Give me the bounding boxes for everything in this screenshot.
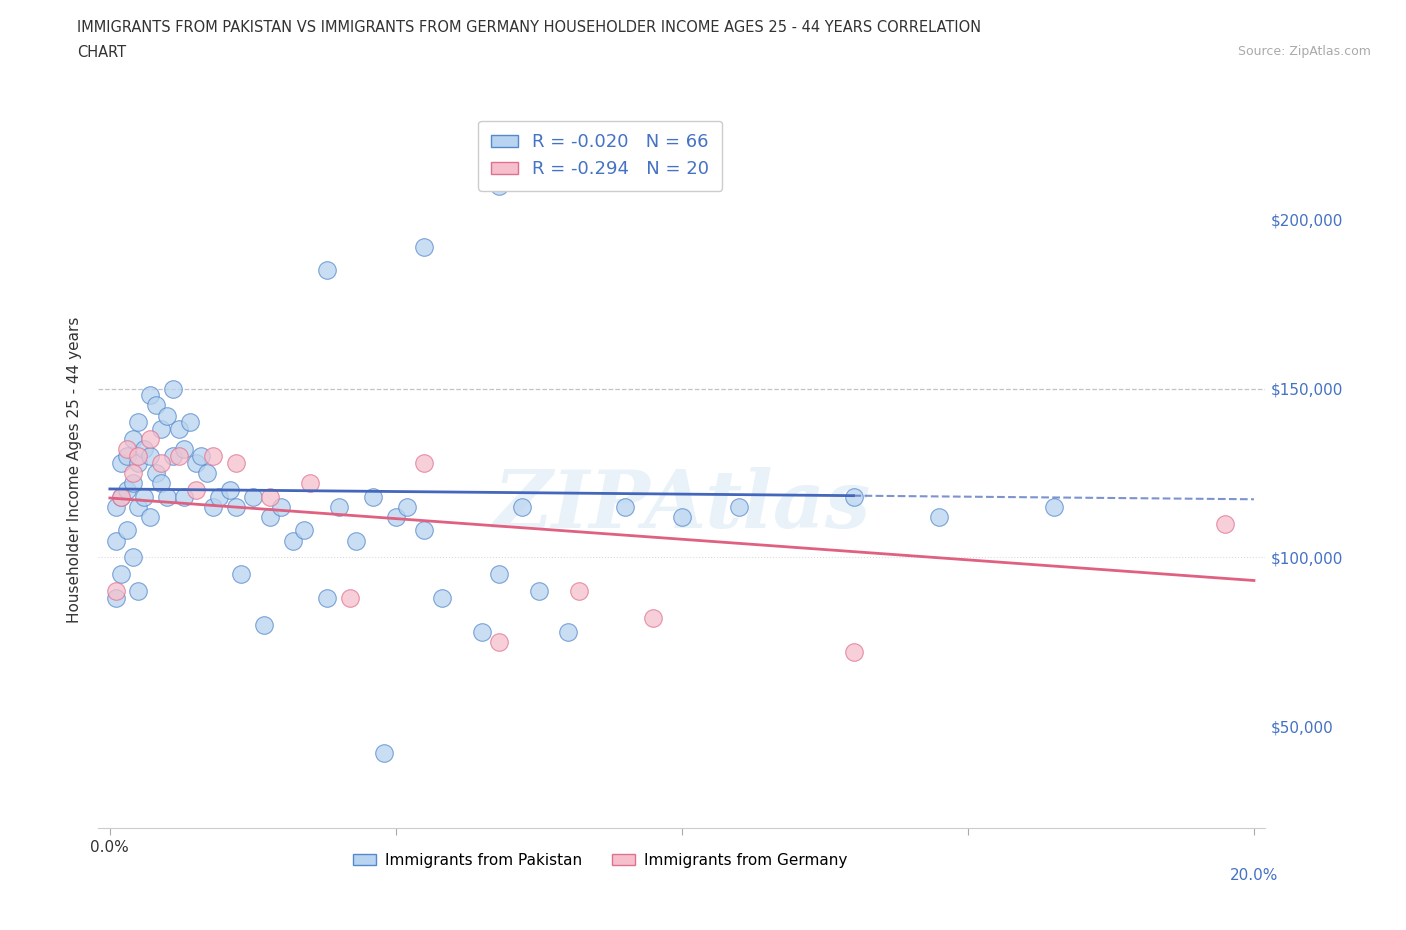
Point: [225, 456, 247, 471]
Point: [219, 483, 242, 498]
Point: [413, 456, 436, 471]
Text: ZIPAtlas: ZIPAtlas: [494, 467, 870, 544]
Point: [396, 499, 419, 514]
Point: [167, 421, 190, 436]
Point: [328, 499, 350, 514]
Point: [134, 442, 156, 457]
Point: [201, 448, 224, 463]
Point: [121, 466, 143, 481]
Point: [259, 510, 281, 525]
Point: [842, 489, 865, 504]
Point: [842, 644, 865, 659]
Point: [127, 415, 149, 430]
Point: [184, 456, 207, 471]
Point: [253, 618, 276, 632]
Point: [127, 499, 149, 514]
Point: [292, 523, 315, 538]
Point: [928, 510, 950, 525]
Point: [385, 510, 408, 525]
Point: [568, 584, 591, 599]
Point: [361, 489, 384, 504]
Point: [184, 483, 207, 498]
Point: [162, 381, 184, 396]
Point: [316, 263, 339, 278]
Point: [110, 489, 132, 504]
Point: [190, 448, 212, 463]
Point: [134, 489, 156, 504]
Point: [104, 499, 127, 514]
Point: [281, 533, 304, 548]
Point: [299, 476, 322, 491]
Point: [259, 489, 281, 504]
Point: [150, 456, 173, 471]
Text: IMMIGRANTS FROM PAKISTAN VS IMMIGRANTS FROM GERMANY HOUSEHOLDER INCOME AGES 25 -: IMMIGRANTS FROM PAKISTAN VS IMMIGRANTS F…: [77, 20, 981, 35]
Point: [150, 421, 173, 436]
Point: [488, 634, 510, 649]
Point: [121, 550, 143, 565]
Text: 20.0%: 20.0%: [1230, 869, 1278, 883]
Point: [225, 499, 247, 514]
Point: [139, 388, 162, 403]
Point: [488, 179, 510, 193]
Point: [207, 489, 229, 504]
Point: [270, 499, 292, 514]
Point: [162, 448, 184, 463]
Point: [488, 567, 510, 582]
Point: [156, 408, 179, 423]
Point: [173, 442, 195, 457]
Point: [139, 448, 162, 463]
Point: [242, 489, 264, 504]
Point: [104, 584, 127, 599]
Point: [145, 398, 167, 413]
Point: [231, 567, 253, 582]
Point: [316, 591, 339, 605]
Point: [195, 466, 218, 481]
Point: [179, 415, 201, 430]
Point: [104, 533, 127, 548]
Point: [413, 239, 436, 254]
Point: [1215, 516, 1237, 531]
Point: [1042, 499, 1064, 514]
Point: [121, 432, 143, 446]
Text: Source: ZipAtlas.com: Source: ZipAtlas.com: [1237, 45, 1371, 58]
Point: [115, 483, 138, 498]
Point: [121, 476, 143, 491]
Point: [115, 442, 138, 457]
Point: [139, 510, 162, 525]
Point: [127, 456, 149, 471]
Point: [557, 624, 579, 639]
Y-axis label: Householder Income Ages 25 - 44 years: Householder Income Ages 25 - 44 years: [67, 316, 83, 623]
Point: [339, 591, 361, 605]
Point: [728, 499, 751, 514]
Point: [145, 466, 167, 481]
Point: [613, 499, 636, 514]
Point: [110, 489, 132, 504]
Text: CHART: CHART: [77, 45, 127, 60]
Point: [115, 448, 138, 463]
Point: [373, 746, 395, 761]
Point: [643, 611, 665, 626]
Point: [413, 523, 436, 538]
Point: [104, 591, 127, 605]
Point: [127, 584, 149, 599]
Point: [557, 127, 579, 142]
Point: [110, 456, 132, 471]
Point: [671, 510, 693, 525]
Point: [110, 567, 132, 582]
Point: [127, 448, 149, 463]
Point: [430, 591, 453, 605]
Point: [115, 523, 138, 538]
Point: [156, 489, 179, 504]
Point: [150, 476, 173, 491]
Point: [510, 499, 533, 514]
Point: [527, 584, 550, 599]
Legend: Immigrants from Pakistan, Immigrants from Germany: Immigrants from Pakistan, Immigrants fro…: [346, 846, 853, 874]
Point: [201, 499, 224, 514]
Point: [344, 533, 367, 548]
Point: [173, 489, 195, 504]
Point: [139, 432, 162, 446]
Point: [471, 624, 494, 639]
Point: [167, 448, 190, 463]
